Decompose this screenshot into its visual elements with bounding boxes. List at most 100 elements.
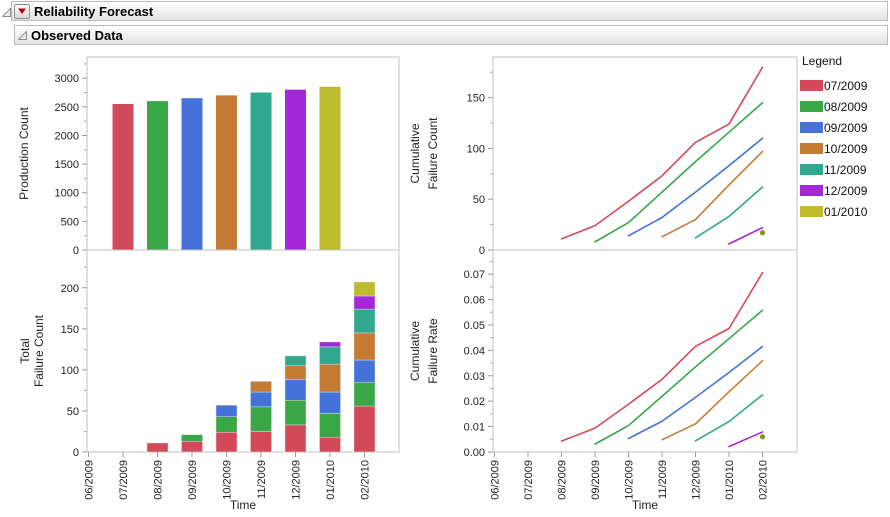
outline-header-reliability-forecast: Reliability Forecast: [0, 1, 890, 23]
x-tick-label: 09/2009: [187, 460, 199, 500]
legend-swatch-icon: [800, 185, 823, 196]
point-01/2010[interactable]: [759, 434, 766, 440]
plot-area-production-count[interactable]: [86, 56, 400, 251]
y-axis-title-production-count: Production Count: [17, 106, 31, 199]
y-tick-label: 500: [61, 216, 79, 228]
legend-panel: Legend 07/2009 08/2009 09/2009 10/2009 1…: [800, 52, 889, 222]
stack-segment-01/2010-12/2009[interactable]: [319, 341, 341, 348]
stack-segment-09/2009-07/2009[interactable]: [181, 441, 203, 453]
line-12/2009[interactable]: [728, 226, 764, 245]
stack-segment-01/2010-08/2009[interactable]: [319, 413, 341, 438]
line-09/2009[interactable]: [627, 137, 764, 237]
stack-segment-10/2009-08/2009[interactable]: [215, 416, 238, 433]
line-08/2009[interactable]: [594, 309, 764, 445]
stack-segment-01/2010-09/2009[interactable]: [319, 391, 341, 414]
x-tick-label: 01/2010: [724, 460, 736, 500]
x-tick-label: 11/2009: [657, 460, 669, 499]
y-tick-label: 150: [61, 324, 79, 336]
x-axis-title: Time: [632, 498, 659, 512]
y-axis-title-cumulative-failure-count: Cumulative: [408, 123, 422, 183]
red-triangle-menu-button[interactable]: [14, 3, 30, 19]
bar-11/2009[interactable]: [250, 92, 272, 250]
legend-item[interactable]: 08/2009: [800, 96, 889, 117]
legend-item[interactable]: 01/2010: [800, 201, 889, 222]
stack-segment-12/2009-07/2009[interactable]: [284, 424, 307, 453]
y-tick-label: 3000: [55, 73, 79, 85]
line-10/2009[interactable]: [661, 150, 764, 238]
y-tick-label: 0.00: [464, 447, 485, 459]
stack-segment-09/2009-08/2009[interactable]: [181, 434, 203, 442]
y-tick-label: 200: [61, 283, 79, 295]
y-tick-label: 0.07: [464, 269, 485, 281]
x-tick-label: 06/2009: [490, 460, 502, 500]
stack-segment-12/2009-10/2009[interactable]: [284, 365, 307, 380]
bar-12/2009[interactable]: [285, 89, 306, 250]
plot-area-cumulative-failure-count[interactable]: [492, 56, 798, 251]
bar-08/2009[interactable]: [147, 101, 168, 250]
legend-swatch-icon: [800, 80, 823, 91]
line-11/2009[interactable]: [694, 394, 764, 442]
y-tick-label: 50: [473, 194, 485, 206]
stack-segment-02/2010-08/2009[interactable]: [353, 381, 376, 407]
stack-segment-02/2010-07/2009[interactable]: [353, 405, 376, 453]
stack-segment-01/2010-10/2009[interactable]: [319, 363, 341, 393]
x-tick-label: 07/2009: [523, 460, 535, 500]
legend-item[interactable]: 12/2009: [800, 180, 889, 201]
y-tick-label: 0.02: [464, 396, 485, 408]
x-axis-title: Time: [230, 498, 257, 512]
stack-segment-02/2010-11/2009[interactable]: [353, 308, 376, 334]
y-axis-title-cumulative-failure-rate: Cumulative: [408, 321, 422, 381]
bar-10/2009[interactable]: [216, 95, 237, 251]
stack-segment-11/2009-10/2009[interactable]: [250, 381, 272, 393]
report-title: Reliability Forecast: [34, 3, 154, 19]
stack-segment-01/2010-11/2009[interactable]: [319, 346, 341, 365]
legend-swatch-icon: [800, 206, 823, 217]
line-07/2009[interactable]: [560, 66, 764, 240]
y-tick-label: 0.04: [464, 345, 485, 357]
bar-09/2009[interactable]: [181, 98, 203, 250]
stack-segment-11/2009-08/2009[interactable]: [250, 406, 272, 432]
y-tick-label: 0: [479, 245, 485, 257]
x-tick-label: 10/2009: [624, 460, 636, 500]
stack-segment-12/2009-11/2009[interactable]: [284, 355, 307, 367]
line-07/2009[interactable]: [560, 271, 764, 442]
line-12/2009[interactable]: [728, 431, 764, 448]
plot-area-cumulative-failure-rate[interactable]: [492, 249, 798, 453]
stack-segment-12/2009-09/2009[interactable]: [284, 379, 307, 401]
legend-item[interactable]: 11/2009: [800, 159, 889, 180]
line-11/2009[interactable]: [694, 186, 764, 239]
legend-swatch-icon: [800, 122, 823, 133]
disclosure-triangle-icon[interactable]: [18, 30, 27, 40]
bar-07/2009[interactable]: [112, 103, 134, 250]
y-tick-label: 100: [61, 365, 79, 377]
y-tick-label: 100: [467, 143, 485, 155]
stack-segment-08/2009-07/2009[interactable]: [146, 442, 169, 453]
stack-segment-11/2009-07/2009[interactable]: [250, 431, 272, 453]
x-tick-label: 02/2010: [360, 460, 372, 500]
line-08/2009[interactable]: [594, 101, 764, 243]
stack-segment-12/2009-08/2009[interactable]: [284, 400, 307, 426]
legend-item[interactable]: 10/2009: [800, 138, 889, 159]
point-01/2010[interactable]: [759, 230, 766, 236]
stack-segment-02/2010-12/2009[interactable]: [353, 295, 376, 310]
stack-segment-10/2009-09/2009[interactable]: [215, 404, 238, 417]
stack-segment-02/2010-01/2010[interactable]: [353, 281, 376, 297]
disclosure-triangle-icon[interactable]: [2, 8, 11, 17]
y-tick-label: 50: [67, 406, 79, 418]
stack-segment-01/2010-07/2009[interactable]: [319, 436, 341, 453]
line-10/2009[interactable]: [661, 359, 764, 441]
bar-01/2010[interactable]: [319, 86, 341, 250]
stack-segment-02/2010-09/2009[interactable]: [353, 359, 376, 383]
stack-segment-02/2010-10/2009[interactable]: [353, 332, 376, 361]
x-tick-label: 08/2009: [153, 460, 165, 500]
legend-item[interactable]: 09/2009: [800, 117, 889, 138]
x-tick-label: 12/2009: [691, 460, 703, 500]
legend-item[interactable]: 07/2009: [800, 75, 889, 96]
line-09/2009[interactable]: [627, 345, 764, 440]
y-tick-label: 0.05: [464, 320, 485, 332]
stack-segment-11/2009-09/2009[interactable]: [250, 391, 272, 408]
stack-segment-10/2009-07/2009[interactable]: [215, 432, 238, 453]
plot-area-total-failure-count[interactable]: [86, 249, 400, 453]
y-tick-label: 0.01: [464, 422, 485, 434]
y-axis-title-cumulative-failure-rate: Failure Rate: [426, 318, 440, 384]
